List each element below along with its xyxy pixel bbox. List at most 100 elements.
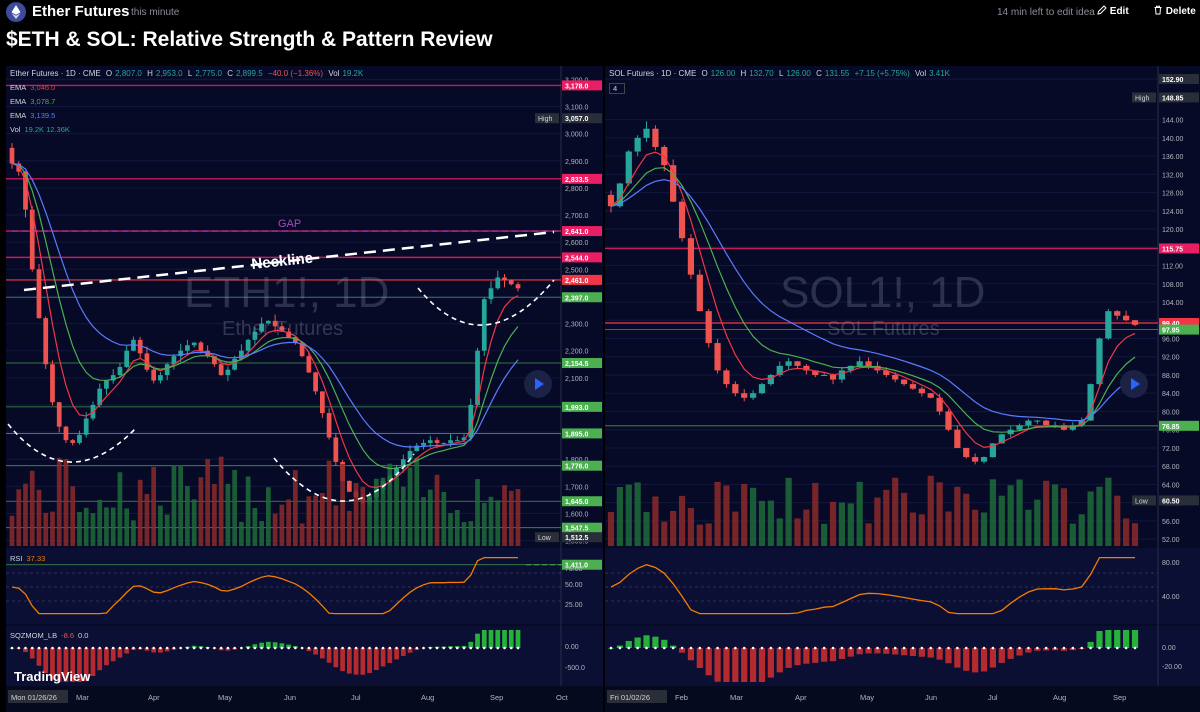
sol-y-tick-label: 136.00 [1162,154,1184,161]
sol-open: 126.00 [710,69,736,78]
sol-sqz-dot [902,646,906,650]
eth-replay-play-button[interactable] [524,370,552,398]
sol-sqz-dot [680,646,684,650]
sol-volume-bar [918,514,925,546]
eth-candle-body [178,350,184,357]
eth-candle-body [50,364,55,403]
sol-sqz-bar [1096,630,1103,648]
eth-x-tick-label: Apr [148,693,160,702]
eth-sqz-dot [186,646,189,650]
eth-chart-svg[interactable]: 3,200.03,100.03,000.02,900.02,800.02,700… [6,66,603,712]
sol-sqz-bar [945,648,952,664]
eth-sqz-bar [29,648,35,659]
sol-chart-svg[interactable]: 152.90 144.00 140.00 136.00 132.00 128.00 124.… [605,66,1200,712]
sol-volume-bar [785,477,792,546]
sol-candle-body [705,311,712,344]
sol-indicator-collapse[interactable]: 4 [609,83,626,94]
eth-candle-body [63,426,69,441]
sol-replay-play-button[interactable] [1120,370,1148,398]
sol-candle-body [945,411,952,430]
eth-sqz-bar [495,630,501,648]
sol-volume-bar [1114,495,1121,546]
edit-button[interactable]: Edit [1097,5,1129,17]
sol-sqz-dot [831,646,835,650]
eth-price-tag: 1,645.0 [565,499,588,506]
sol-volume-bar [936,482,943,546]
eth-vol-legend[interactable]: Vol 19.2K 12.36K [10,125,70,134]
eth-neckline-label: Neckline [251,250,314,273]
eth-sqz-bar [225,648,231,651]
eth-volume-bar [205,458,211,546]
eth-volume-bar [313,495,318,546]
eth-sqz-dot [516,646,520,650]
sol-sqz-dot [858,646,861,650]
sol-candle-body [980,457,988,462]
eth-price-tag: 1,512.5 [565,535,588,542]
eth-ema-line-3 [11,162,519,448]
sol-sqz-bar [643,635,650,648]
eth-sqz-bar [488,630,494,648]
sol-volume-bar [892,477,899,546]
sol-sqz-bar [803,648,810,664]
eth-ema2-legend[interactable]: EMA 3,078.7 [10,97,56,106]
sol-candle-body [1078,420,1085,426]
sol-price-tag-bg [1159,420,1199,431]
sol-chart-panel[interactable]: 152.90 144.00 140.00 136.00 132.00 128.00 124.… [605,66,1200,712]
eth-candle-body [137,339,143,354]
eth-price-tag: 1,411.0 [565,563,588,570]
sol-sqz-dot [929,646,933,650]
sol-sqz-dot [813,646,817,650]
sol-candle-body [687,238,695,275]
sol-candle-body [1114,311,1121,316]
eth-candle-body [117,366,123,376]
sol-symbol-label[interactable]: SOL Futures · 1D · CME [609,69,697,78]
eth-sqz-legend[interactable]: SQZMOM_LB -8.6 0.0 [10,631,92,640]
eth-volume-bar [333,505,339,546]
eth-volume-bar [144,493,150,546]
eth-volume-bar [50,511,55,546]
eth-rsi-line [11,556,518,615]
eth-ema3-legend[interactable]: EMA 3,139.5 [10,111,56,120]
eth-candle-body [407,451,413,460]
sol-y-tick-label: 108.00 [1162,282,1184,289]
sol-sqz-dot [805,646,808,650]
eth-ema2-value: 3,078.7 [30,97,56,106]
eth-symbol-label[interactable]: Ether Futures · 1D · CME [10,69,101,78]
sol-volume-bar [616,486,623,546]
eth-volume-bar [319,493,325,546]
eth-sqz-dot [118,646,122,650]
eth-ema1-legend[interactable]: EMA 3,046.0 [10,83,56,92]
sol-sqz-dot [662,646,666,650]
sol-volume-bar [732,511,739,546]
eth-sqz-bar [508,630,514,648]
sol-volume-bar [909,512,917,546]
eth-rsi-legend[interactable]: RSI 37.33 [10,554,49,563]
eth-candle-body [56,402,62,427]
eth-sqz-bar [515,630,521,648]
sol-volume-bar [1123,518,1130,546]
eth-sqz-bar [151,648,157,653]
eth-sqz-dot [240,646,243,650]
sol-candle-body [732,384,739,394]
eth-price-tag-bg [562,226,602,237]
eth-y-tick-label: 3,100.0 [565,105,588,112]
idea-symbol-title[interactable]: Ether Futures [32,3,130,20]
delete-button[interactable]: Delete [1153,5,1196,17]
eth-chart-panel[interactable]: 3,200.03,100.03,000.02,900.02,800.02,700… [6,66,603,712]
sol-candle-body [1096,338,1103,385]
sol-sqz-dot [973,646,977,650]
eth-sqz-dot [482,646,486,650]
sol-candle-body [847,365,854,371]
eth-sqz-dot [44,646,48,650]
sol-rsi-tick-label: 80.00 [1162,560,1180,567]
sol-sqz-dot [742,646,746,650]
eth-candle-body [151,369,157,381]
eth-sqz-dot [78,646,81,650]
eth-sqz-dot [381,646,385,650]
eth-sqz-dot [57,646,61,650]
eth-watermark: ETH1!, 1D [184,268,390,317]
eth-x-tick-label: Jun [284,693,296,702]
sol-candle-body [909,384,917,389]
sol-price-tag: 60.50 [1162,498,1180,505]
edit-label: Edit [1109,6,1129,17]
